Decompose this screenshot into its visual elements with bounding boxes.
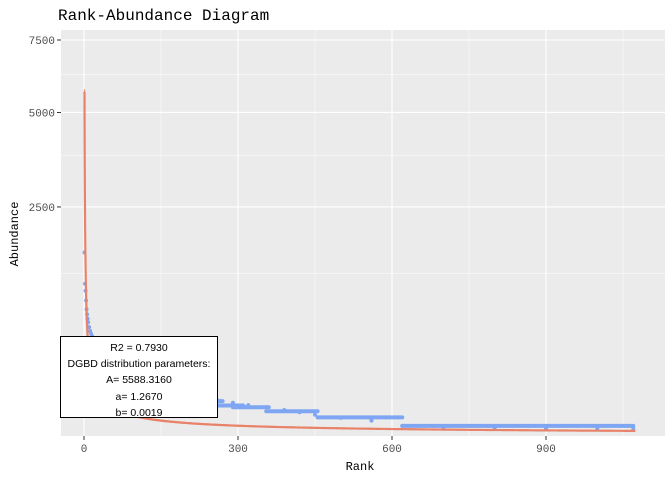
x-axis-label: Rank: [346, 460, 375, 474]
chart-title: Rank-Abundance Diagram: [58, 7, 269, 25]
data-point: [313, 412, 317, 417]
y-tick-label: 7500: [29, 36, 55, 48]
x-tick-label: 0: [81, 444, 88, 456]
axis-ticks: 0 300 600 900 2500 5000 7500: [29, 36, 556, 456]
x-tick-label: 900: [536, 444, 556, 456]
r2-value: R2 = 0.7930: [110, 342, 168, 354]
fit-annotation-box: R2 = 0.7930 DGBD distribution parameters…: [60, 336, 218, 419]
y-tick-label: 2500: [29, 203, 55, 215]
data-point: [369, 418, 374, 423]
parameter-A: A= 5588.3160: [106, 374, 172, 387]
y-axis-label: Abundance: [8, 202, 22, 267]
x-tick-label: 300: [228, 444, 248, 456]
x-tick-label: 600: [382, 444, 402, 456]
data-point: [88, 328, 93, 333]
parameter-a: a= 1.2670: [115, 390, 163, 403]
parameter-b: b= 0.0019: [115, 406, 163, 419]
y-tick-label: 5000: [29, 108, 55, 120]
parameters-heading: DGBD distribution parameters:: [67, 358, 211, 371]
